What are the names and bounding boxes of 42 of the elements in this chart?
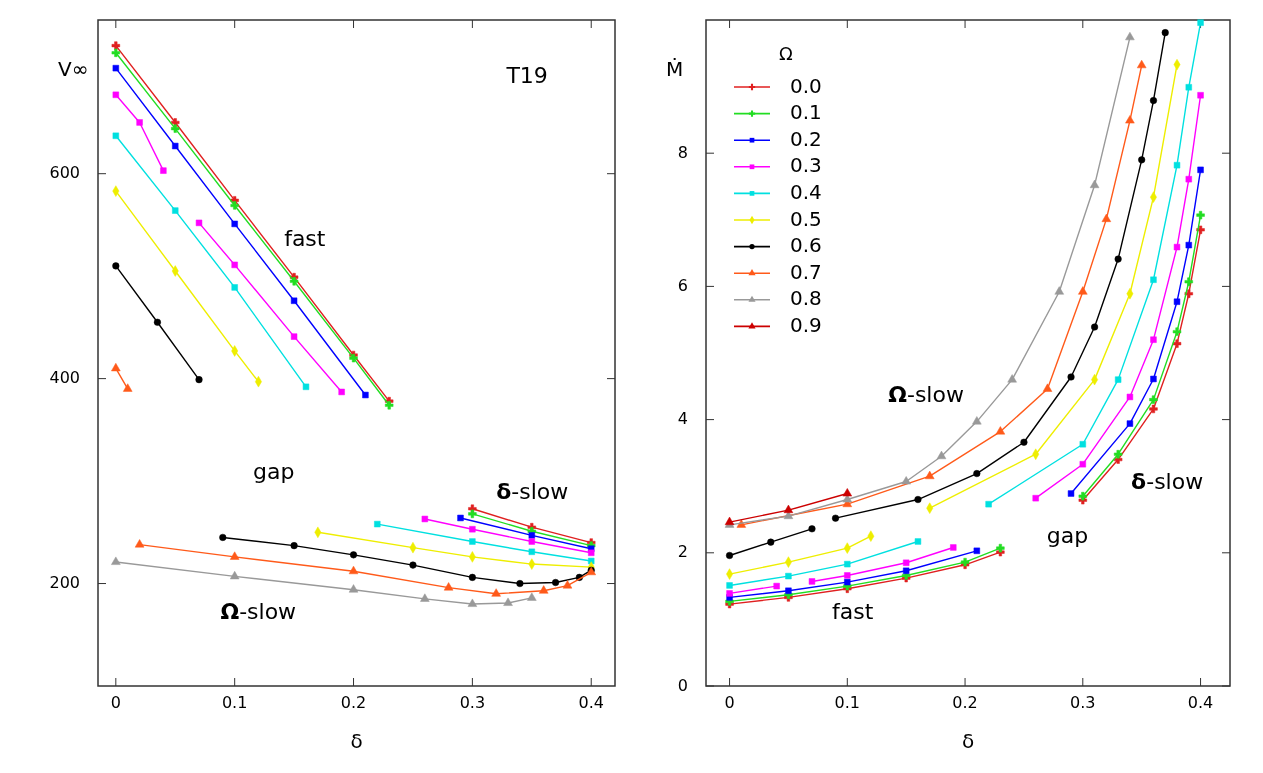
x-tick-label: 0.4 [578,693,604,712]
legend-title: Ω [779,43,794,64]
y-tick-label: 600 [49,163,80,183]
y-tick-label: 400 [49,368,80,388]
legend-label: 0.9 [790,312,822,337]
annotation: δ-slow [1131,468,1204,494]
annotation: gap [253,458,295,484]
annotation: gap [1046,523,1089,549]
y-tick-label: 2 [677,542,688,562]
y-tick-label: 8 [677,142,688,162]
annotation: fast [832,598,874,624]
y-tick-label: 4 [677,409,688,429]
legend-label: 0.7 [790,259,822,284]
legend-label: 0.8 [790,286,822,311]
legend-label: 0.2 [790,126,822,151]
annotation: Ω-slow [888,382,964,408]
annotation: fast [284,225,326,251]
legend-label: 0.0 [790,73,822,98]
legend-label: 0.4 [790,179,822,204]
y-tick-label: 0 [677,675,688,695]
annotation: δ-slow [496,478,569,504]
y-tick-label: 200 [49,573,80,593]
x-tick-label: 0.1 [221,693,248,712]
x-tick-label: 0.1 [834,693,861,712]
x-tick-label: 0.2 [340,693,367,712]
x-tick-label: 0.2 [952,693,978,712]
legend-label: 0.6 [790,233,822,258]
x-tick-label: 0 [110,693,121,712]
x-tick-label: 0 [724,693,735,712]
annotation: T19 [505,62,548,88]
annotation: Ω-slow [220,598,297,624]
x-axis-title: δ [961,729,975,753]
y-tick-label: 6 [677,275,688,295]
x-tick-label: 0.3 [1070,693,1096,712]
x-tick-label: 0.4 [1187,693,1214,712]
x-tick-label: 0.3 [459,693,486,712]
y-axis-title: Ṁ [666,57,684,81]
y-axis-title: V∞ [58,57,89,81]
x-axis-title: δ [350,729,363,753]
legend-label: 0.1 [790,100,822,125]
legend-label: 0.3 [790,153,822,178]
legend-label: 0.5 [790,206,822,231]
